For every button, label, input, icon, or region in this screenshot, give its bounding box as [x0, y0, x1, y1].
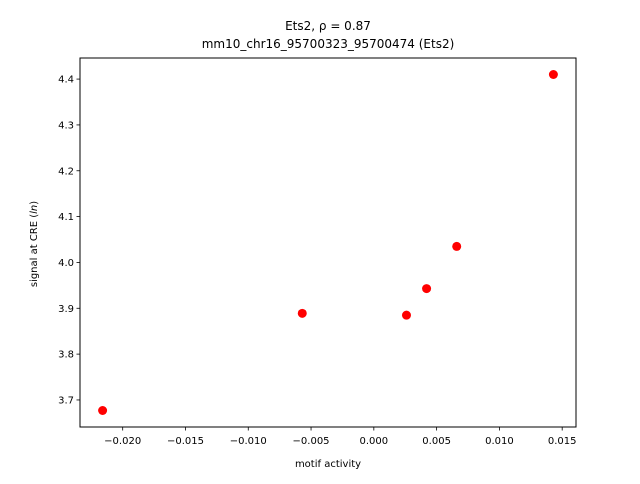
plot-frame	[79, 57, 577, 428]
y-tick-label: 4.3	[58, 120, 74, 131]
x-tick-label: 0.000	[360, 436, 389, 447]
x-tick-label: 0.015	[548, 436, 577, 447]
x-tick-label: −0.020	[104, 436, 141, 447]
x-tick-label: −0.015	[167, 436, 204, 447]
data-point	[401, 310, 411, 320]
x-tick-label: −0.005	[293, 436, 330, 447]
y-tick-label: 3.8	[58, 350, 74, 361]
plot-area	[79, 57, 577, 428]
x-tick-label: 0.010	[485, 436, 514, 447]
data-point	[548, 70, 558, 80]
x-axis: −0.020 −0.015 −0.010 −0.005 0.000 0.005 0.010 0…	[104, 427, 577, 447]
data-point	[98, 405, 108, 415]
y-axis-label-suffix: )	[29, 201, 40, 205]
y-tick-label: 3.7	[58, 395, 74, 406]
y-tick-label: 4.1	[58, 212, 74, 223]
x-axis-label: motif activity	[295, 459, 361, 470]
chart-title-line2: mm10_chr16_95700323_95700474 (Ets2)	[202, 37, 455, 51]
y-tick-label: 3.9	[58, 304, 74, 315]
data-point	[297, 308, 307, 318]
data-point	[422, 284, 432, 294]
y-axis-label-italic: ln	[29, 205, 40, 214]
x-tick-label: −0.010	[230, 436, 267, 447]
chart-title-line1: Ets2, ρ = 0.87	[285, 19, 371, 33]
data-point	[452, 241, 462, 251]
data-points	[98, 70, 558, 415]
y-axis-label-prefix: signal at CRE (	[29, 214, 40, 287]
y-tick-label: 4.4	[58, 75, 74, 86]
y-tick-label: 4.0	[58, 258, 74, 269]
x-tick-label: 0.005	[422, 436, 451, 447]
y-axis: 3.7 3.8 3.9 4.0 4.1 4.2 4.3 4.4	[58, 75, 80, 406]
y-axis-label: signal at CRE (ln)	[29, 201, 40, 287]
y-tick-label: 4.2	[58, 166, 74, 177]
